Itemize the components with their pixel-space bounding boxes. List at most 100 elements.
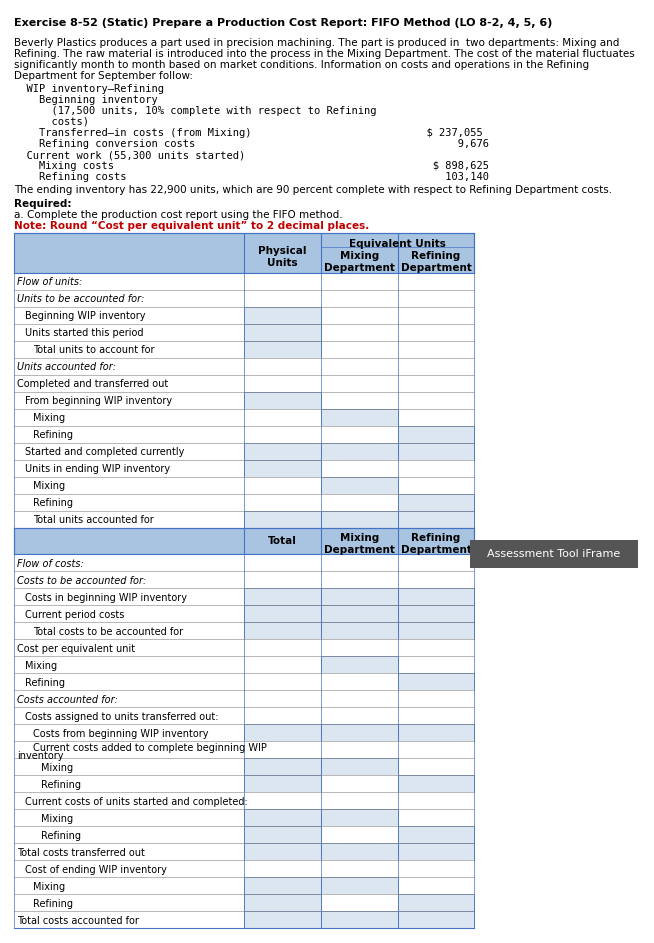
Bar xyxy=(14,375,474,392)
Bar xyxy=(14,443,474,460)
Bar xyxy=(14,554,474,571)
Text: Current period costs: Current period costs xyxy=(25,610,124,620)
Bar xyxy=(14,307,474,324)
Bar xyxy=(14,511,474,528)
Text: Flow of costs:: Flow of costs: xyxy=(17,559,84,569)
Text: Total costs transferred out: Total costs transferred out xyxy=(17,848,145,858)
Text: Costs from beginning WIP inventory: Costs from beginning WIP inventory xyxy=(33,729,209,739)
Bar xyxy=(14,273,474,290)
Bar xyxy=(321,409,398,426)
Text: Refining: Refining xyxy=(41,780,81,790)
Bar xyxy=(321,477,398,494)
Bar xyxy=(321,656,398,673)
Text: Flow of units:: Flow of units: xyxy=(17,277,82,287)
Text: The ending inventory has 22,900 units, which are 90 percent complete with respec: The ending inventory has 22,900 units, w… xyxy=(14,185,612,195)
Text: Refining
Department: Refining Department xyxy=(400,251,472,273)
Bar xyxy=(14,656,474,673)
Text: Started and completed currently: Started and completed currently xyxy=(25,447,184,457)
Text: Required:: Required: xyxy=(14,199,71,209)
Text: WIP inventory–Refining: WIP inventory–Refining xyxy=(14,84,164,94)
Bar xyxy=(398,911,474,928)
Bar xyxy=(398,894,474,911)
Bar xyxy=(244,826,321,843)
Text: Note: Round “Cost per equivalent unit” to 2 decimal places.: Note: Round “Cost per equivalent unit” t… xyxy=(14,221,370,231)
Bar xyxy=(398,511,474,528)
Text: Transferred–in costs (from Mixing)                            $ 237,055: Transferred–in costs (from Mixing) $ 237… xyxy=(14,128,483,138)
Text: (17,500 units, 10% complete with respect to Refining: (17,500 units, 10% complete with respect… xyxy=(14,106,377,116)
Bar xyxy=(244,443,321,460)
Text: significantly month to month based on market conditions. Information on costs an: significantly month to month based on ma… xyxy=(14,60,589,70)
Bar xyxy=(14,792,474,809)
Bar xyxy=(14,690,474,707)
Text: Refining: Refining xyxy=(33,899,73,909)
Bar xyxy=(321,588,398,605)
Text: Units accounted for:: Units accounted for: xyxy=(17,362,116,372)
Text: Units in ending WIP inventory: Units in ending WIP inventory xyxy=(25,464,170,474)
Bar xyxy=(398,605,474,622)
Bar xyxy=(321,911,398,928)
Text: Units to be accounted for:: Units to be accounted for: xyxy=(17,294,145,304)
Text: Costs in beginning WIP inventory: Costs in beginning WIP inventory xyxy=(25,593,187,603)
Text: inventory: inventory xyxy=(17,751,63,761)
Text: Assessment Tool iFrame: Assessment Tool iFrame xyxy=(487,549,621,559)
Bar xyxy=(244,775,321,792)
Bar xyxy=(14,775,474,792)
Bar xyxy=(14,622,474,639)
Text: Current costs of units started and completed:: Current costs of units started and compl… xyxy=(25,797,248,807)
Bar xyxy=(398,775,474,792)
Text: From beginning WIP inventory: From beginning WIP inventory xyxy=(25,396,172,406)
Bar xyxy=(14,826,474,843)
Bar xyxy=(14,324,474,341)
Text: Refining conversion costs                                          9,676: Refining conversion costs 9,676 xyxy=(14,139,489,149)
Bar xyxy=(14,860,474,877)
Bar xyxy=(14,809,474,826)
Text: Mixing: Mixing xyxy=(25,661,57,671)
Text: costs): costs) xyxy=(14,117,89,127)
Bar xyxy=(14,673,474,690)
Text: Costs to be accounted for:: Costs to be accounted for: xyxy=(17,576,146,586)
Text: Refining costs                                                   103,140: Refining costs 103,140 xyxy=(14,172,489,182)
Bar xyxy=(321,843,398,860)
Bar xyxy=(14,571,474,588)
Text: Beginning WIP inventory: Beginning WIP inventory xyxy=(25,311,145,321)
Bar xyxy=(244,460,321,477)
Bar xyxy=(14,426,474,443)
Bar xyxy=(244,758,321,775)
Bar xyxy=(244,392,321,409)
Text: Refining
Department: Refining Department xyxy=(400,533,472,554)
Bar xyxy=(398,622,474,639)
Bar xyxy=(398,826,474,843)
Text: Total costs accounted for: Total costs accounted for xyxy=(17,916,139,926)
Bar xyxy=(14,233,474,273)
Text: Total: Total xyxy=(268,536,297,546)
Text: Physical
Units: Physical Units xyxy=(258,246,307,268)
Bar xyxy=(244,324,321,341)
Text: Total units accounted for: Total units accounted for xyxy=(33,515,154,525)
Text: Mixing: Mixing xyxy=(41,763,73,773)
Bar xyxy=(398,426,474,443)
Text: Department for September follow:: Department for September follow: xyxy=(14,71,193,81)
Bar xyxy=(321,622,398,639)
Text: Exercise 8-52 (Static) Prepare a Production Cost Report: FIFO Method (LO 8-2, 4,: Exercise 8-52 (Static) Prepare a Product… xyxy=(14,18,553,28)
Bar xyxy=(14,741,474,758)
Text: Mixing: Mixing xyxy=(33,882,65,892)
Text: Mixing
Department: Mixing Department xyxy=(324,533,395,554)
Bar xyxy=(14,843,474,860)
Bar xyxy=(321,758,398,775)
Bar xyxy=(244,894,321,911)
Bar xyxy=(244,605,321,622)
Text: Mixing: Mixing xyxy=(33,481,65,491)
Bar xyxy=(14,290,474,307)
Text: Refining: Refining xyxy=(25,678,65,688)
Bar xyxy=(244,843,321,860)
Text: Refining: Refining xyxy=(41,831,81,841)
Text: Mixing
Department: Mixing Department xyxy=(324,251,395,273)
Text: Current costs added to complete beginning WIP: Current costs added to complete beginnin… xyxy=(33,743,267,753)
Bar xyxy=(14,494,474,511)
Text: Cost per equivalent unit: Cost per equivalent unit xyxy=(17,644,135,654)
Text: Units started this period: Units started this period xyxy=(25,328,143,338)
Bar xyxy=(244,511,321,528)
Bar xyxy=(244,588,321,605)
Bar xyxy=(398,588,474,605)
Bar xyxy=(321,605,398,622)
